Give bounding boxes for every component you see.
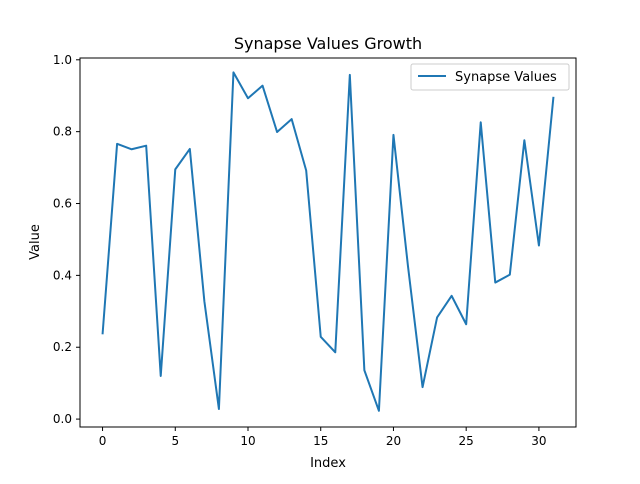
legend-label: Synapse Values <box>455 70 557 85</box>
y-tick-label: 0.0 <box>53 412 72 426</box>
y-axis-label: Value <box>28 224 43 260</box>
x-axis-label: Index <box>310 456 346 471</box>
y-tick-label: 0.4 <box>53 268 72 282</box>
x-tick-label: 10 <box>240 434 255 448</box>
x-tick-label: 20 <box>386 434 401 448</box>
axis-ticks: 0 5 10 15 20 25 30 0.0 0.2 0.4 0.6 0.8 1.0 <box>53 53 547 448</box>
y-tick-label: 1.0 <box>53 53 72 67</box>
x-tick-label: 15 <box>313 434 328 448</box>
legend: Synapse Values <box>410 63 570 91</box>
x-tick-label: 5 <box>171 434 179 448</box>
y-tick-label: 0.2 <box>53 340 72 354</box>
legend-box <box>410 63 570 91</box>
series-line-0 <box>101 71 555 412</box>
x-tick-label: 25 <box>459 434 474 448</box>
chart-title: Synapse Values Growth <box>234 34 422 53</box>
plot-area-frame <box>79 57 577 428</box>
x-tick-label: 30 <box>531 434 546 448</box>
y-tick-label: 0.6 <box>53 197 72 211</box>
y-tick-label: 0.8 <box>53 125 72 139</box>
x-tick-label: 0 <box>99 434 107 448</box>
series-layer <box>101 71 555 412</box>
